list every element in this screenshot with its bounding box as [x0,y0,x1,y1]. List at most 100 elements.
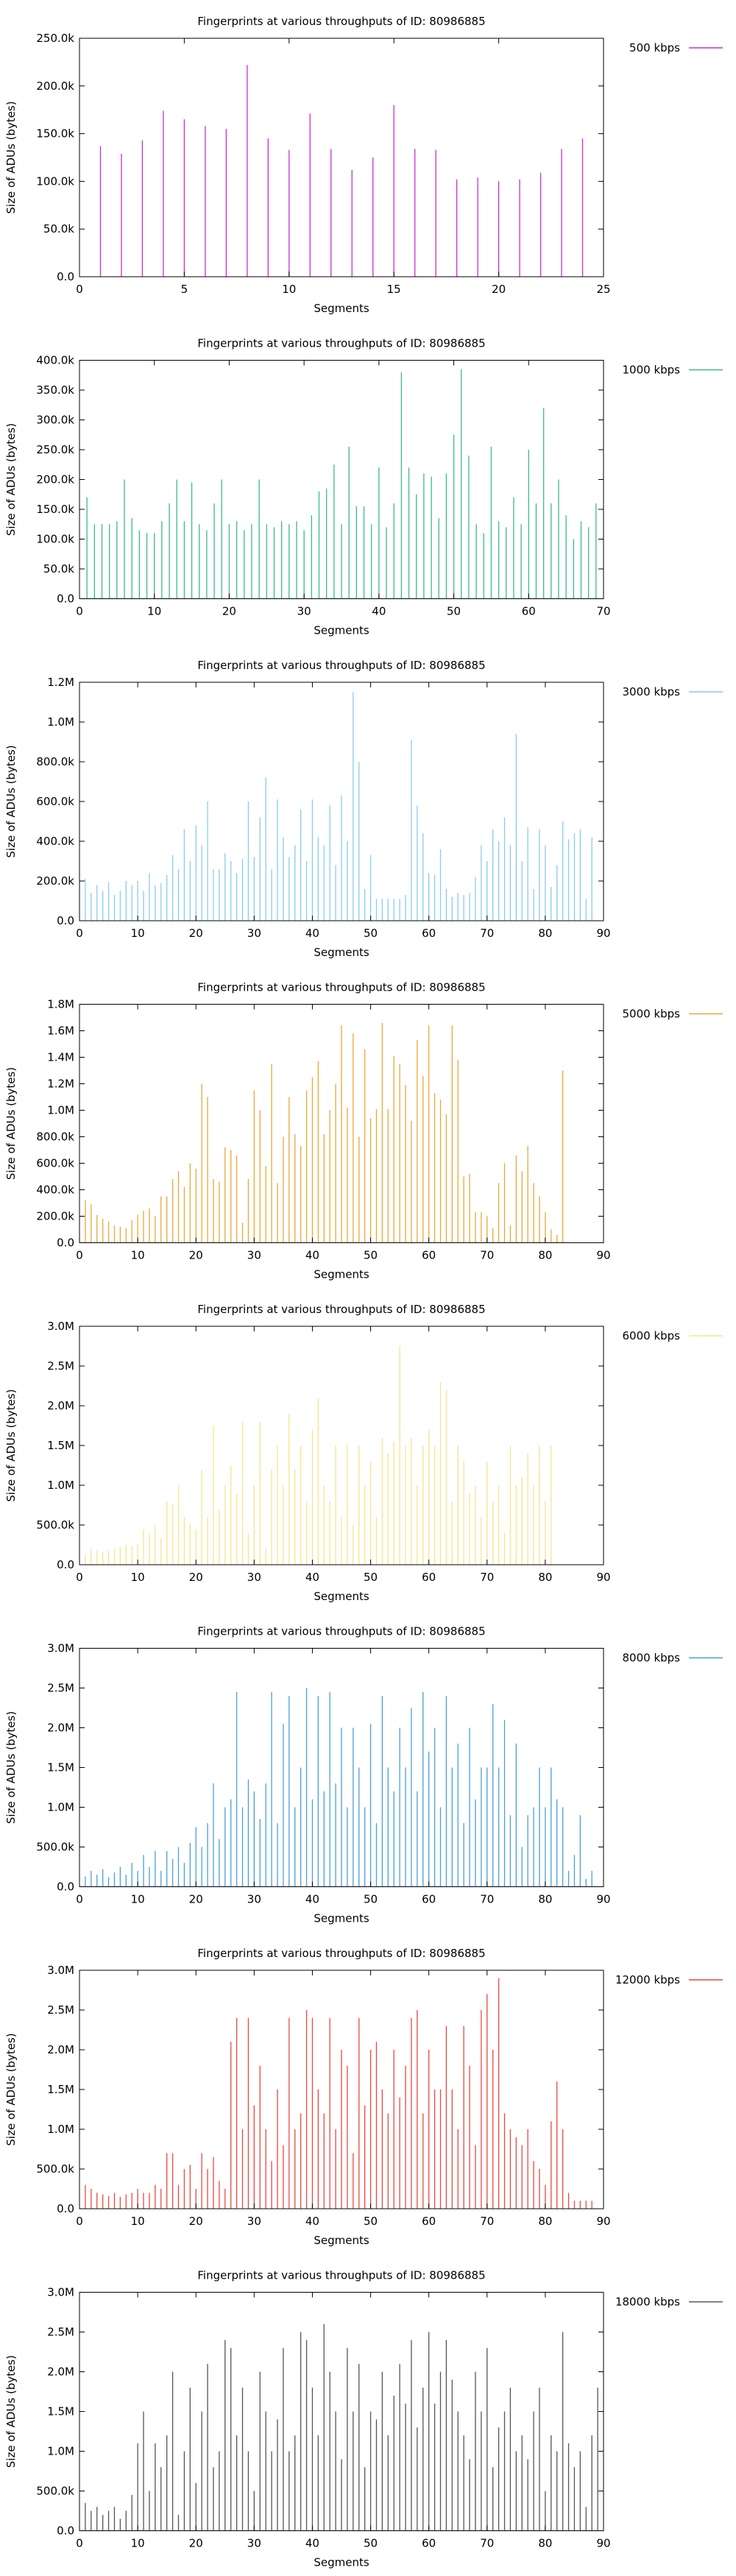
y-axis-label: Size of ADUs (bytes) [4,101,18,213]
x-tick-label: 70 [480,2215,494,2228]
plot-frame [79,38,604,277]
y-tick-label: 1.5M [47,2405,74,2418]
y-tick-label: 100.0k [36,533,74,546]
x-axis-label: Segments [314,624,369,637]
y-tick-label: 1.0M [47,715,74,729]
legend-label: 18000 kbps [615,2296,680,2309]
chart-title: Fingerprints at various throughputs of I… [197,1303,485,1316]
x-tick-label: 80 [538,1893,552,1906]
x-tick-label: 10 [131,1893,145,1906]
y-tick-label: 100.0k [36,174,74,188]
y-tick-label: 2.0M [47,2043,74,2056]
x-tick-label: 25 [596,283,610,296]
y-tick-label: 3.0M [47,1320,74,1333]
x-tick-label: 80 [538,1249,552,1262]
chart-panel: Fingerprints at various throughputs of I… [4,2269,723,2569]
y-axis-label: Size of ADUs (bytes) [4,2355,18,2468]
x-tick-label: 60 [422,1893,436,1906]
x-tick-label: 30 [247,1249,261,1262]
x-tick-label: 30 [247,1893,261,1906]
y-tick-label: 0.0 [57,2524,74,2538]
chart-panel: Fingerprints at various throughputs of I… [4,1947,723,2247]
y-tick-label: 1.0M [47,1479,74,1492]
x-tick-label: 30 [247,1571,261,1584]
x-tick-label: 5 [181,283,188,296]
x-tick-label: 10 [131,1571,145,1584]
x-tick-label: 50 [364,2215,378,2228]
y-tick-label: 0.0 [57,1236,74,1250]
y-tick-label: 150.0k [36,503,74,516]
y-tick-label: 3.0M [47,1964,74,1977]
x-tick-label: 80 [538,1571,552,1584]
chart-panel: Fingerprints at various throughputs of I… [4,1303,723,1603]
x-tick-label: 90 [596,1893,610,1906]
x-tick-label: 0 [76,2215,83,2228]
legend-label: 500 kbps [629,41,680,54]
x-tick-label: 30 [297,605,311,618]
x-tick-label: 90 [596,2537,610,2550]
x-tick-label: 30 [247,2537,261,2550]
x-axis-label: Segments [314,946,369,959]
chart-title: Fingerprints at various throughputs of I… [197,1625,485,1638]
y-tick-label: 500.0k [36,1841,74,1854]
x-tick-label: 90 [596,927,610,940]
x-tick-label: 60 [422,1571,436,1584]
y-tick-label: 0.0 [57,2202,74,2215]
x-tick-label: 10 [282,283,296,296]
x-tick-label: 30 [247,2215,261,2228]
plot-frame [79,1004,604,1243]
x-tick-label: 20 [189,1249,203,1262]
y-tick-label: 2.0M [47,1722,74,1735]
y-tick-label: 1.0M [47,2445,74,2458]
y-tick-label: 350.0k [36,383,74,397]
y-tick-label: 250.0k [36,443,74,456]
chart-title: Fingerprints at various throughputs of I… [197,659,485,672]
y-tick-label: 2.5M [47,2003,74,2017]
legend-label: 5000 kbps [623,1008,681,1021]
x-tick-label: 40 [305,1249,319,1262]
y-tick-label: 50.0k [43,222,74,236]
y-tick-label: 50.0k [43,562,74,576]
chart-panel: Fingerprints at various throughputs of I… [4,981,723,1281]
y-tick-label: 800.0k [36,1130,74,1144]
x-tick-label: 15 [387,283,401,296]
y-tick-label: 500.0k [36,2485,74,2498]
x-tick-label: 30 [247,927,261,940]
x-tick-label: 50 [364,1249,378,1262]
y-tick-label: 1.2M [47,676,74,689]
y-tick-label: 1.6M [47,1025,74,1038]
x-tick-label: 70 [480,1249,494,1262]
y-tick-label: 200.0k [36,874,74,888]
legend-label: 8000 kbps [623,1652,681,1665]
y-tick-label: 200.0k [36,1210,74,1223]
x-tick-label: 60 [422,2215,436,2228]
x-tick-label: 10 [147,605,161,618]
x-tick-label: 40 [305,2215,319,2228]
chart-panel: Fingerprints at various throughputs of I… [4,337,723,637]
y-tick-label: 0.0 [57,1880,74,1894]
y-tick-label: 2.5M [47,1682,74,1695]
x-tick-label: 80 [538,2537,552,2550]
x-tick-label: 50 [364,1893,378,1906]
x-axis-label: Segments [314,1912,369,1925]
x-axis-label: Segments [314,2556,369,2569]
y-tick-label: 2.0M [47,2366,74,2379]
x-tick-label: 60 [422,1249,436,1262]
x-tick-label: 90 [596,1571,610,1584]
chart-panel: Fingerprints at various throughputs of I… [4,1625,723,1925]
legend-label: 1000 kbps [623,364,681,377]
y-tick-label: 1.5M [47,1439,74,1452]
x-tick-label: 90 [596,2215,610,2228]
y-tick-label: 2.5M [47,1359,74,1373]
x-tick-label: 0 [76,1249,83,1262]
y-tick-label: 800.0k [36,755,74,768]
x-tick-label: 20 [189,1893,203,1906]
y-tick-label: 500.0k [36,1518,74,1532]
y-tick-label: 150.0k [36,127,74,141]
y-tick-label: 1.4M [47,1051,74,1064]
x-tick-label: 50 [364,2537,378,2550]
y-tick-label: 1.8M [47,998,74,1011]
y-axis-label: Size of ADUs (bytes) [4,1389,18,1501]
